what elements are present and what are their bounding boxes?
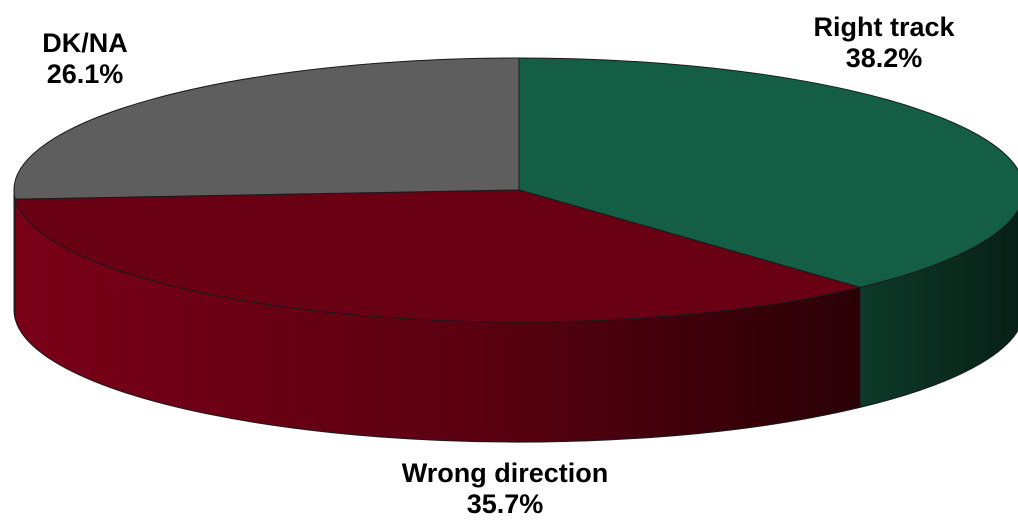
slice-label-right-track-name: Right track xyxy=(813,12,955,42)
pie-slice-right-track xyxy=(518,57,1018,288)
pie-slice-wrong-direction xyxy=(14,189,863,323)
slice-label-wrong-direction-value: 35.7% xyxy=(466,489,544,519)
slice-label-right-track-value: 38.2% xyxy=(845,43,923,73)
slice-label-dk-na: DK/NA 26.1% xyxy=(0,28,170,90)
slice-label-dk-na-value: 26.1% xyxy=(46,59,124,89)
pie-side-dk-na xyxy=(13,189,16,320)
slice-label-right-track: Right track 38.2% xyxy=(784,12,984,74)
slice-label-wrong-direction-name: Wrong direction xyxy=(401,458,609,488)
slice-label-dk-na-name: DK/NA xyxy=(42,28,128,58)
slice-label-wrong-direction: Wrong direction 35.7% xyxy=(340,458,670,520)
pie-slice-dk-na xyxy=(13,57,520,200)
